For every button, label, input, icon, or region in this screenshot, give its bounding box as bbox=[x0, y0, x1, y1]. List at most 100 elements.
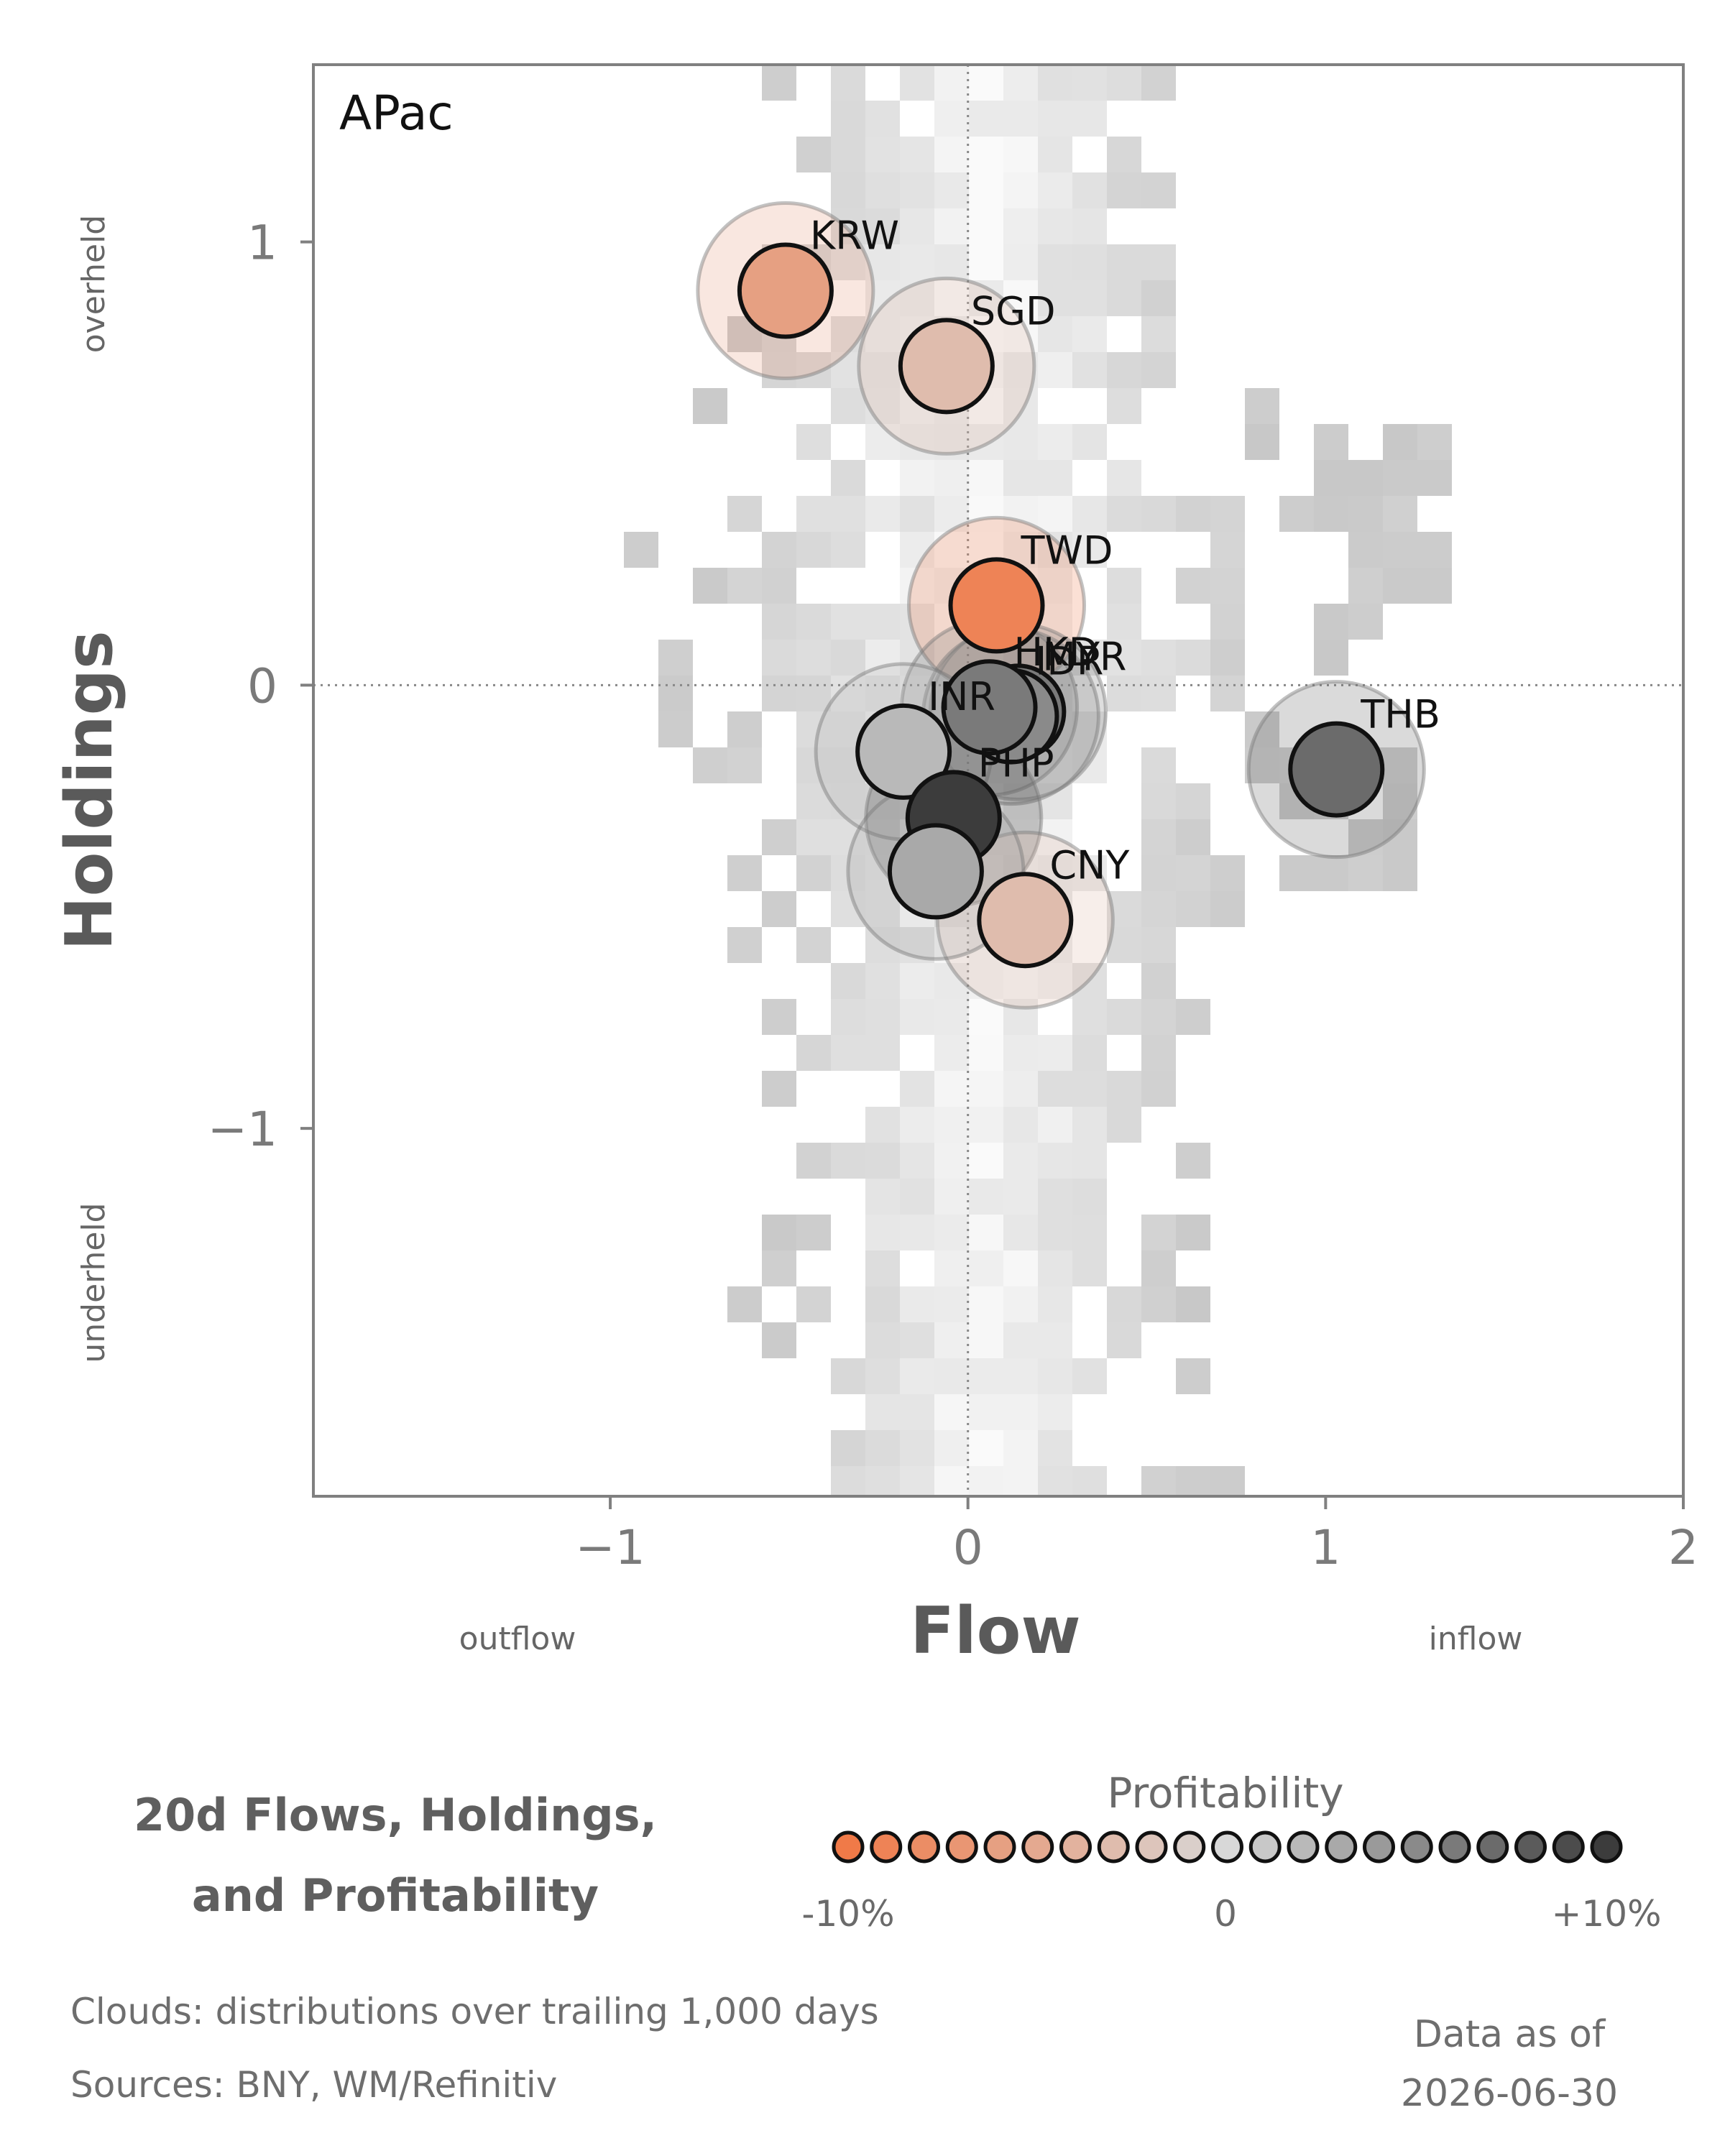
cloud-cell bbox=[969, 280, 1003, 316]
scale-dot bbox=[1097, 1830, 1130, 1864]
cloud-cell bbox=[1141, 1466, 1176, 1496]
cloud-cell bbox=[900, 424, 934, 460]
cloud-cell bbox=[900, 496, 934, 532]
cloud-cell bbox=[1072, 1466, 1107, 1496]
scale-dot bbox=[1400, 1830, 1433, 1864]
cloud-cell bbox=[969, 1071, 1003, 1107]
cloud-cell bbox=[1003, 424, 1038, 460]
cloud-cell bbox=[969, 65, 1003, 101]
cloud-cell bbox=[1072, 1035, 1107, 1071]
cloud-cell bbox=[1038, 316, 1072, 352]
sources-note: Sources: BNY, WM/Refinitiv bbox=[70, 2064, 558, 2106]
legend-scale-title: Profitability bbox=[1107, 1769, 1343, 1818]
data-point bbox=[855, 703, 952, 800]
cloud-cell bbox=[865, 1466, 900, 1496]
cloud-cell bbox=[1141, 280, 1176, 316]
cloud-cell bbox=[1003, 1430, 1038, 1466]
cloud-cell bbox=[1072, 1250, 1107, 1286]
cloud-cell bbox=[1176, 891, 1210, 927]
cloud-cell bbox=[1141, 1250, 1176, 1286]
scale-dot bbox=[1287, 1830, 1320, 1864]
cloud-cell bbox=[934, 1466, 969, 1496]
cloud-cell bbox=[1003, 1107, 1038, 1143]
cloud-cell bbox=[1038, 460, 1072, 496]
cloud-cell bbox=[934, 532, 969, 568]
scale-dot bbox=[1552, 1830, 1585, 1864]
cloud-cell bbox=[727, 711, 762, 747]
cloud-cell bbox=[796, 711, 831, 747]
cloud-cell bbox=[1176, 640, 1210, 676]
cloud-cell bbox=[865, 244, 900, 280]
cloud-cell bbox=[934, 1179, 969, 1215]
cloud-cell bbox=[900, 532, 934, 568]
cloud-cell bbox=[900, 1107, 934, 1143]
cloud-cell bbox=[1107, 604, 1141, 640]
cloud-cell bbox=[1348, 460, 1383, 496]
cloud-cell bbox=[900, 1466, 934, 1496]
cloud-cell bbox=[796, 604, 831, 640]
cloud-cell bbox=[1038, 1322, 1072, 1358]
scale-dot bbox=[1476, 1830, 1509, 1864]
cloud-cell bbox=[865, 352, 900, 388]
cloud-cell bbox=[934, 1071, 969, 1107]
scale-dot bbox=[1325, 1830, 1358, 1864]
cloud-cell bbox=[1107, 640, 1141, 676]
scale-dot bbox=[1438, 1830, 1471, 1864]
cloud-cell bbox=[865, 424, 900, 460]
cloud-cell bbox=[900, 568, 934, 604]
scale-dot bbox=[1514, 1830, 1547, 1864]
profitability-scale bbox=[832, 1830, 1623, 1864]
cloud-cell bbox=[1176, 1143, 1210, 1179]
cloud-cell bbox=[1210, 640, 1245, 676]
cloud-cell bbox=[1003, 819, 1038, 855]
cloud-cell bbox=[900, 1358, 934, 1394]
cloud-cell bbox=[762, 1215, 796, 1250]
cloud-cell bbox=[865, 1430, 900, 1466]
cloud-cell bbox=[1383, 496, 1417, 532]
cloud-cell bbox=[934, 1215, 969, 1250]
cloud-cell bbox=[1038, 137, 1072, 172]
cloud-cell bbox=[1038, 424, 1072, 460]
cloud-cell bbox=[969, 1215, 1003, 1250]
cloud-cell bbox=[762, 1250, 796, 1286]
cloud-cell bbox=[1038, 819, 1072, 855]
cloud-cell bbox=[1072, 1179, 1107, 1215]
cloud-cell bbox=[1107, 244, 1141, 280]
cloud-cell bbox=[934, 460, 969, 496]
cloud-cell bbox=[969, 1322, 1003, 1358]
x-region-inflow: inflow bbox=[1429, 1621, 1523, 1657]
chart-title-line1: 20d Flows, Holdings, bbox=[133, 1789, 658, 1841]
cloud-cell bbox=[1003, 388, 1038, 424]
cloud-cell bbox=[762, 604, 796, 640]
cloud-cell bbox=[1038, 747, 1072, 783]
chart-title: 20d Flows, Holdings, and Profitability bbox=[72, 1775, 719, 1936]
scale-dot bbox=[870, 1830, 903, 1864]
cloud-cell bbox=[796, 532, 831, 568]
cloud-cell bbox=[1141, 352, 1176, 388]
legend-mid-label: 0 bbox=[1214, 1893, 1237, 1935]
cloud-cell bbox=[865, 137, 900, 172]
cloud-cell bbox=[1210, 532, 1245, 568]
cloud-cell bbox=[1038, 783, 1072, 819]
plot-frame bbox=[312, 63, 1685, 1498]
cloud-cell bbox=[1210, 891, 1245, 927]
cloud-cell bbox=[1072, 1358, 1107, 1394]
cloud-cell bbox=[1107, 999, 1141, 1035]
cloud-cell bbox=[1003, 137, 1038, 172]
cloud-cell bbox=[727, 496, 762, 532]
y-tick-label: 1 bbox=[247, 216, 277, 271]
cloud-cell bbox=[831, 891, 865, 927]
cloud-cell bbox=[1038, 1430, 1072, 1466]
cloud-cell bbox=[934, 424, 969, 460]
legend-max-label: +10% bbox=[1551, 1893, 1661, 1935]
cloud-cell bbox=[1245, 388, 1279, 424]
cloud-cell bbox=[796, 640, 831, 676]
cloud-cell bbox=[1141, 1035, 1176, 1071]
cloud-cell bbox=[1210, 855, 1245, 891]
cloud-cell bbox=[900, 65, 934, 101]
cloud-cell bbox=[796, 1143, 831, 1179]
scale-dot bbox=[908, 1830, 940, 1864]
cloud-cell bbox=[865, 1286, 900, 1322]
cloud-cell bbox=[727, 927, 762, 963]
cloud-cell bbox=[1003, 1358, 1038, 1394]
